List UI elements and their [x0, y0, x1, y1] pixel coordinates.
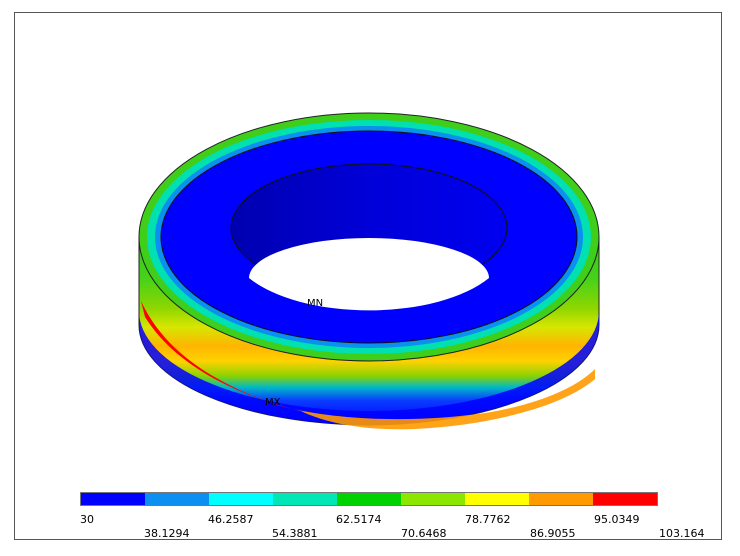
side-band-warm	[277, 369, 595, 430]
legend-color-segment	[273, 493, 337, 505]
legend-tick-label: 103.164	[659, 527, 705, 540]
graphics-viewport[interactable]: MN MX	[14, 12, 722, 540]
legend-tick-label: 38.1294	[144, 527, 190, 540]
legend-tick-label: 62.5174	[336, 513, 382, 526]
legend-tick-label: 70.6468	[401, 527, 447, 540]
legend-color-segment	[81, 493, 145, 505]
legend-tick-label: 54.3881	[272, 527, 318, 540]
legend-tick-label: 78.7762	[465, 513, 511, 526]
legend-color-segment	[337, 493, 401, 505]
legend-tick-label: 86.9055	[530, 527, 576, 540]
bore-through-upper	[251, 241, 487, 275]
legend-color-segment	[145, 493, 209, 505]
legend-color-segment	[593, 493, 657, 505]
legend-tick-label: 95.0349	[594, 513, 640, 526]
contour-legend-bar	[80, 492, 658, 506]
max-marker: MX	[265, 397, 281, 408]
ring-contour-model[interactable]	[15, 13, 721, 539]
min-marker: MN	[307, 298, 324, 309]
legend-tick-label: 46.2587	[208, 513, 254, 526]
legend-color-segment	[209, 493, 273, 505]
legend-tick-label: 30	[80, 513, 94, 526]
legend-color-segment	[529, 493, 593, 505]
legend-color-segment	[465, 493, 529, 505]
legend-color-segment	[401, 493, 465, 505]
